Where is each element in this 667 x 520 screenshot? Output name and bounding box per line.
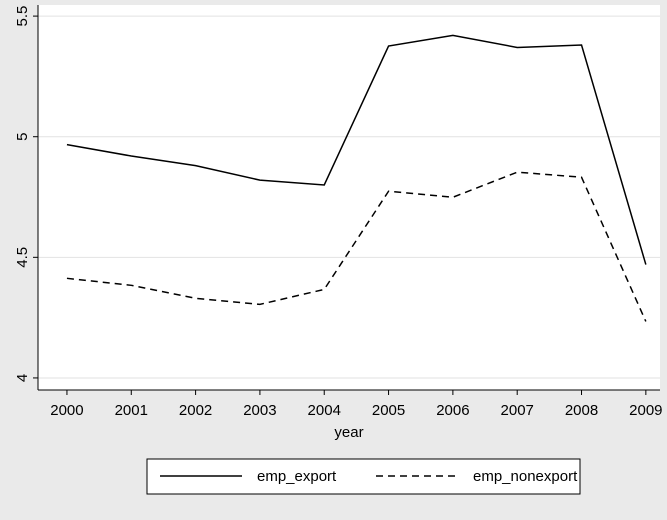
y-tick-label: 4.5 [14,247,31,268]
y-tick-label: 5 [14,133,31,141]
x-tick-label: 2008 [565,402,598,419]
x-tick-label: 2003 [243,402,276,419]
x-tick-label: 2007 [501,402,534,419]
x-tick-label: 2009 [629,402,662,419]
y-tick-label: 4 [14,374,31,382]
x-axis-title: year [334,424,363,441]
y-tick-label: 5.5 [14,6,31,27]
x-tick-label: 2006 [436,402,469,419]
series-line [66,171,647,322]
legend-label: emp_nonexport [473,468,578,485]
plot-area [38,5,660,390]
x-tick-label: 2002 [179,402,212,419]
x-tick-label: 2005 [372,402,405,419]
x-tick-label: 2001 [115,402,148,419]
x-tick-label: 2000 [50,402,83,419]
x-tick-label: 2004 [308,402,341,419]
series-line [66,34,647,265]
legend-label: emp_export [257,468,337,485]
